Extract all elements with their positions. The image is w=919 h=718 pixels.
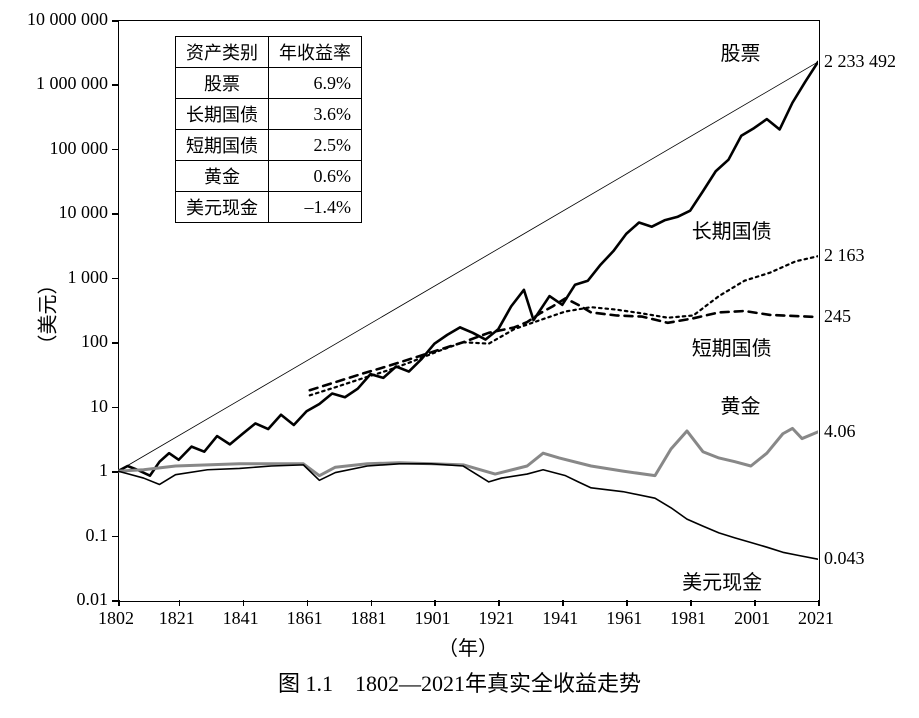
y-tick (112, 342, 118, 344)
x-tick-label: 1841 (223, 608, 259, 629)
y-tick-label: 10 (90, 396, 108, 417)
end-value-stocks: 2 233 492 (824, 51, 896, 72)
x-tick-label: 1802 (98, 608, 134, 629)
legend-row-rate: 6.9% (269, 68, 362, 99)
x-tick (118, 600, 120, 606)
y-tick-label: 100 (81, 331, 108, 352)
legend-row-rate: –1.4% (269, 192, 362, 223)
x-tick (243, 600, 245, 606)
x-tick (179, 600, 181, 606)
end-value-lt_bonds: 2 163 (824, 245, 865, 266)
y-tick-label: 1 000 (68, 267, 109, 288)
series-label-st_bonds: 短期国债 (692, 332, 772, 361)
y-tick (112, 20, 118, 22)
legend-row-name: 长期国债 (176, 99, 269, 130)
series-label-dollar: 美元现金 (682, 566, 762, 595)
y-tick (112, 600, 118, 602)
x-tick-label: 1941 (542, 608, 578, 629)
legend-row-rate: 3.6% (269, 99, 362, 130)
y-tick-label: 1 (99, 460, 108, 481)
chart-caption: 图 1.1 1802—2021年真实全收益走势 (0, 666, 919, 698)
legend-row-name: 美元现金 (176, 192, 269, 223)
y-axis-title: （美元） (32, 275, 61, 355)
y-tick (112, 213, 118, 215)
x-tick (307, 600, 309, 606)
y-tick (112, 471, 118, 473)
series-label-gold: 黄金 (720, 390, 760, 419)
x-tick (498, 600, 500, 606)
x-tick (434, 600, 436, 606)
y-tick-label: 0.01 (77, 589, 109, 610)
legend-header-asset: 资产类别 (176, 37, 269, 68)
x-tick (562, 600, 564, 606)
x-tick (690, 600, 692, 606)
y-tick-label: 10 000 (59, 202, 109, 223)
x-tick-label: 1821 (159, 608, 195, 629)
y-tick (112, 407, 118, 409)
x-tick-label: 1861 (287, 608, 323, 629)
x-tick-label: 1881 (351, 608, 387, 629)
y-tick (112, 84, 118, 86)
x-tick (754, 600, 756, 606)
x-tick-label: 1961 (606, 608, 642, 629)
legend-row-name: 黄金 (176, 161, 269, 192)
y-tick-label: 10 000 000 (27, 9, 108, 30)
series-label-lt_bonds: 长期国债 (692, 215, 772, 244)
series-label-stocks: 股票 (720, 37, 760, 66)
y-tick (112, 536, 118, 538)
end-value-gold: 4.06 (824, 421, 856, 442)
y-tick-label: 0.1 (86, 525, 109, 546)
legend-row-name: 股票 (176, 68, 269, 99)
y-tick (112, 149, 118, 151)
y-tick (112, 278, 118, 280)
legend-row-name: 短期国债 (176, 130, 269, 161)
legend-row-rate: 0.6% (269, 161, 362, 192)
x-tick-label: 1981 (670, 608, 706, 629)
end-value-dollar: 0.043 (824, 548, 865, 569)
chart-svg (0, 0, 919, 718)
x-tick (818, 600, 820, 606)
x-axis-title: （年） (438, 632, 498, 661)
x-tick-label: 1921 (478, 608, 514, 629)
y-tick-label: 100 000 (50, 138, 109, 159)
end-value-st_bonds: 245 (824, 306, 851, 327)
chart-container: { "layout": { "width": 919, "height": 71… (0, 0, 919, 718)
x-tick (626, 600, 628, 606)
series-line-dollar (118, 464, 818, 559)
legend-row-rate: 2.5% (269, 130, 362, 161)
y-tick-label: 1 000 000 (36, 73, 108, 94)
x-tick-label: 1901 (414, 608, 450, 629)
legend-table: 资产类别 年收益率 股票6.9%长期国债3.6%短期国债2.5%黄金0.6%美元… (175, 36, 362, 223)
x-tick-label: 2021 (798, 608, 834, 629)
x-tick-label: 2001 (734, 608, 770, 629)
x-tick (371, 600, 373, 606)
legend-header-rate: 年收益率 (269, 37, 362, 68)
